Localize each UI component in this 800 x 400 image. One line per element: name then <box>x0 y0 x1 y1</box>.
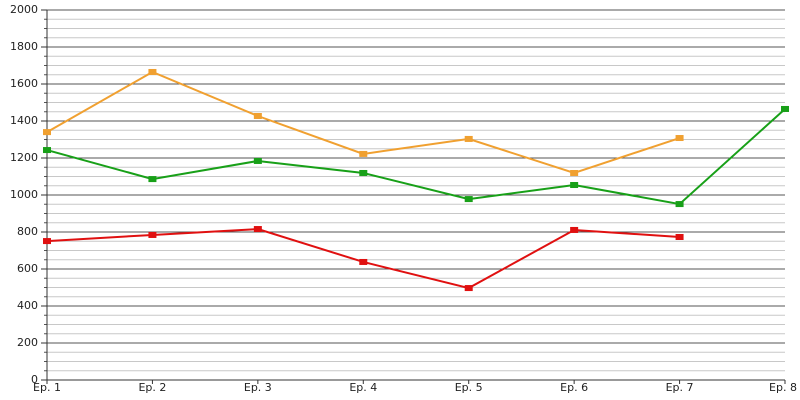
y-tick-label: 800 <box>17 225 38 238</box>
y-tick-label: 0 <box>31 373 38 386</box>
y-tick-label: 1200 <box>10 151 38 164</box>
x-tick-label: Ep. 3 <box>244 381 272 394</box>
point-marker <box>675 201 684 208</box>
point-marker <box>253 157 262 164</box>
x-tick-label: Ep. 8 <box>769 381 797 394</box>
x-tick-label: Ep. 1 <box>33 381 61 394</box>
point-marker <box>464 285 473 292</box>
point-marker <box>253 226 262 233</box>
point-marker <box>781 105 789 112</box>
point-marker <box>675 135 684 142</box>
point-marker <box>148 176 157 183</box>
point-marker <box>253 113 262 120</box>
y-tick-label: 400 <box>17 299 38 312</box>
point-marker <box>464 196 473 203</box>
y-tick-label: 200 <box>17 336 38 349</box>
point-marker <box>675 233 684 240</box>
point-marker <box>148 231 157 238</box>
series-line <box>46 228 680 290</box>
y-tick-label: 1600 <box>10 77 38 90</box>
point-marker <box>570 182 579 189</box>
point-marker <box>570 226 579 233</box>
point-marker <box>43 147 51 154</box>
x-tick-label: Ep. 6 <box>560 381 588 394</box>
point-marker <box>359 169 368 176</box>
y-tick-label: 1800 <box>10 40 38 53</box>
point-marker <box>570 169 579 176</box>
point-marker <box>43 129 51 136</box>
y-tick-label: 2000 <box>10 3 38 16</box>
series-line <box>46 108 786 206</box>
point-marker <box>464 135 473 142</box>
y-tick-label: 1400 <box>10 114 38 127</box>
point-marker <box>359 150 368 157</box>
x-tick-label: Ep. 4 <box>349 381 377 394</box>
point-marker <box>359 258 368 265</box>
x-tick-label: Ep. 5 <box>455 381 483 394</box>
x-tick-label: Ep. 2 <box>138 381 166 394</box>
y-tick-label: 600 <box>17 262 38 275</box>
point-marker <box>148 68 157 75</box>
point-marker <box>43 238 51 245</box>
x-tick-label: Ep. 7 <box>666 381 694 394</box>
y-tick-label: 1000 <box>10 188 38 201</box>
